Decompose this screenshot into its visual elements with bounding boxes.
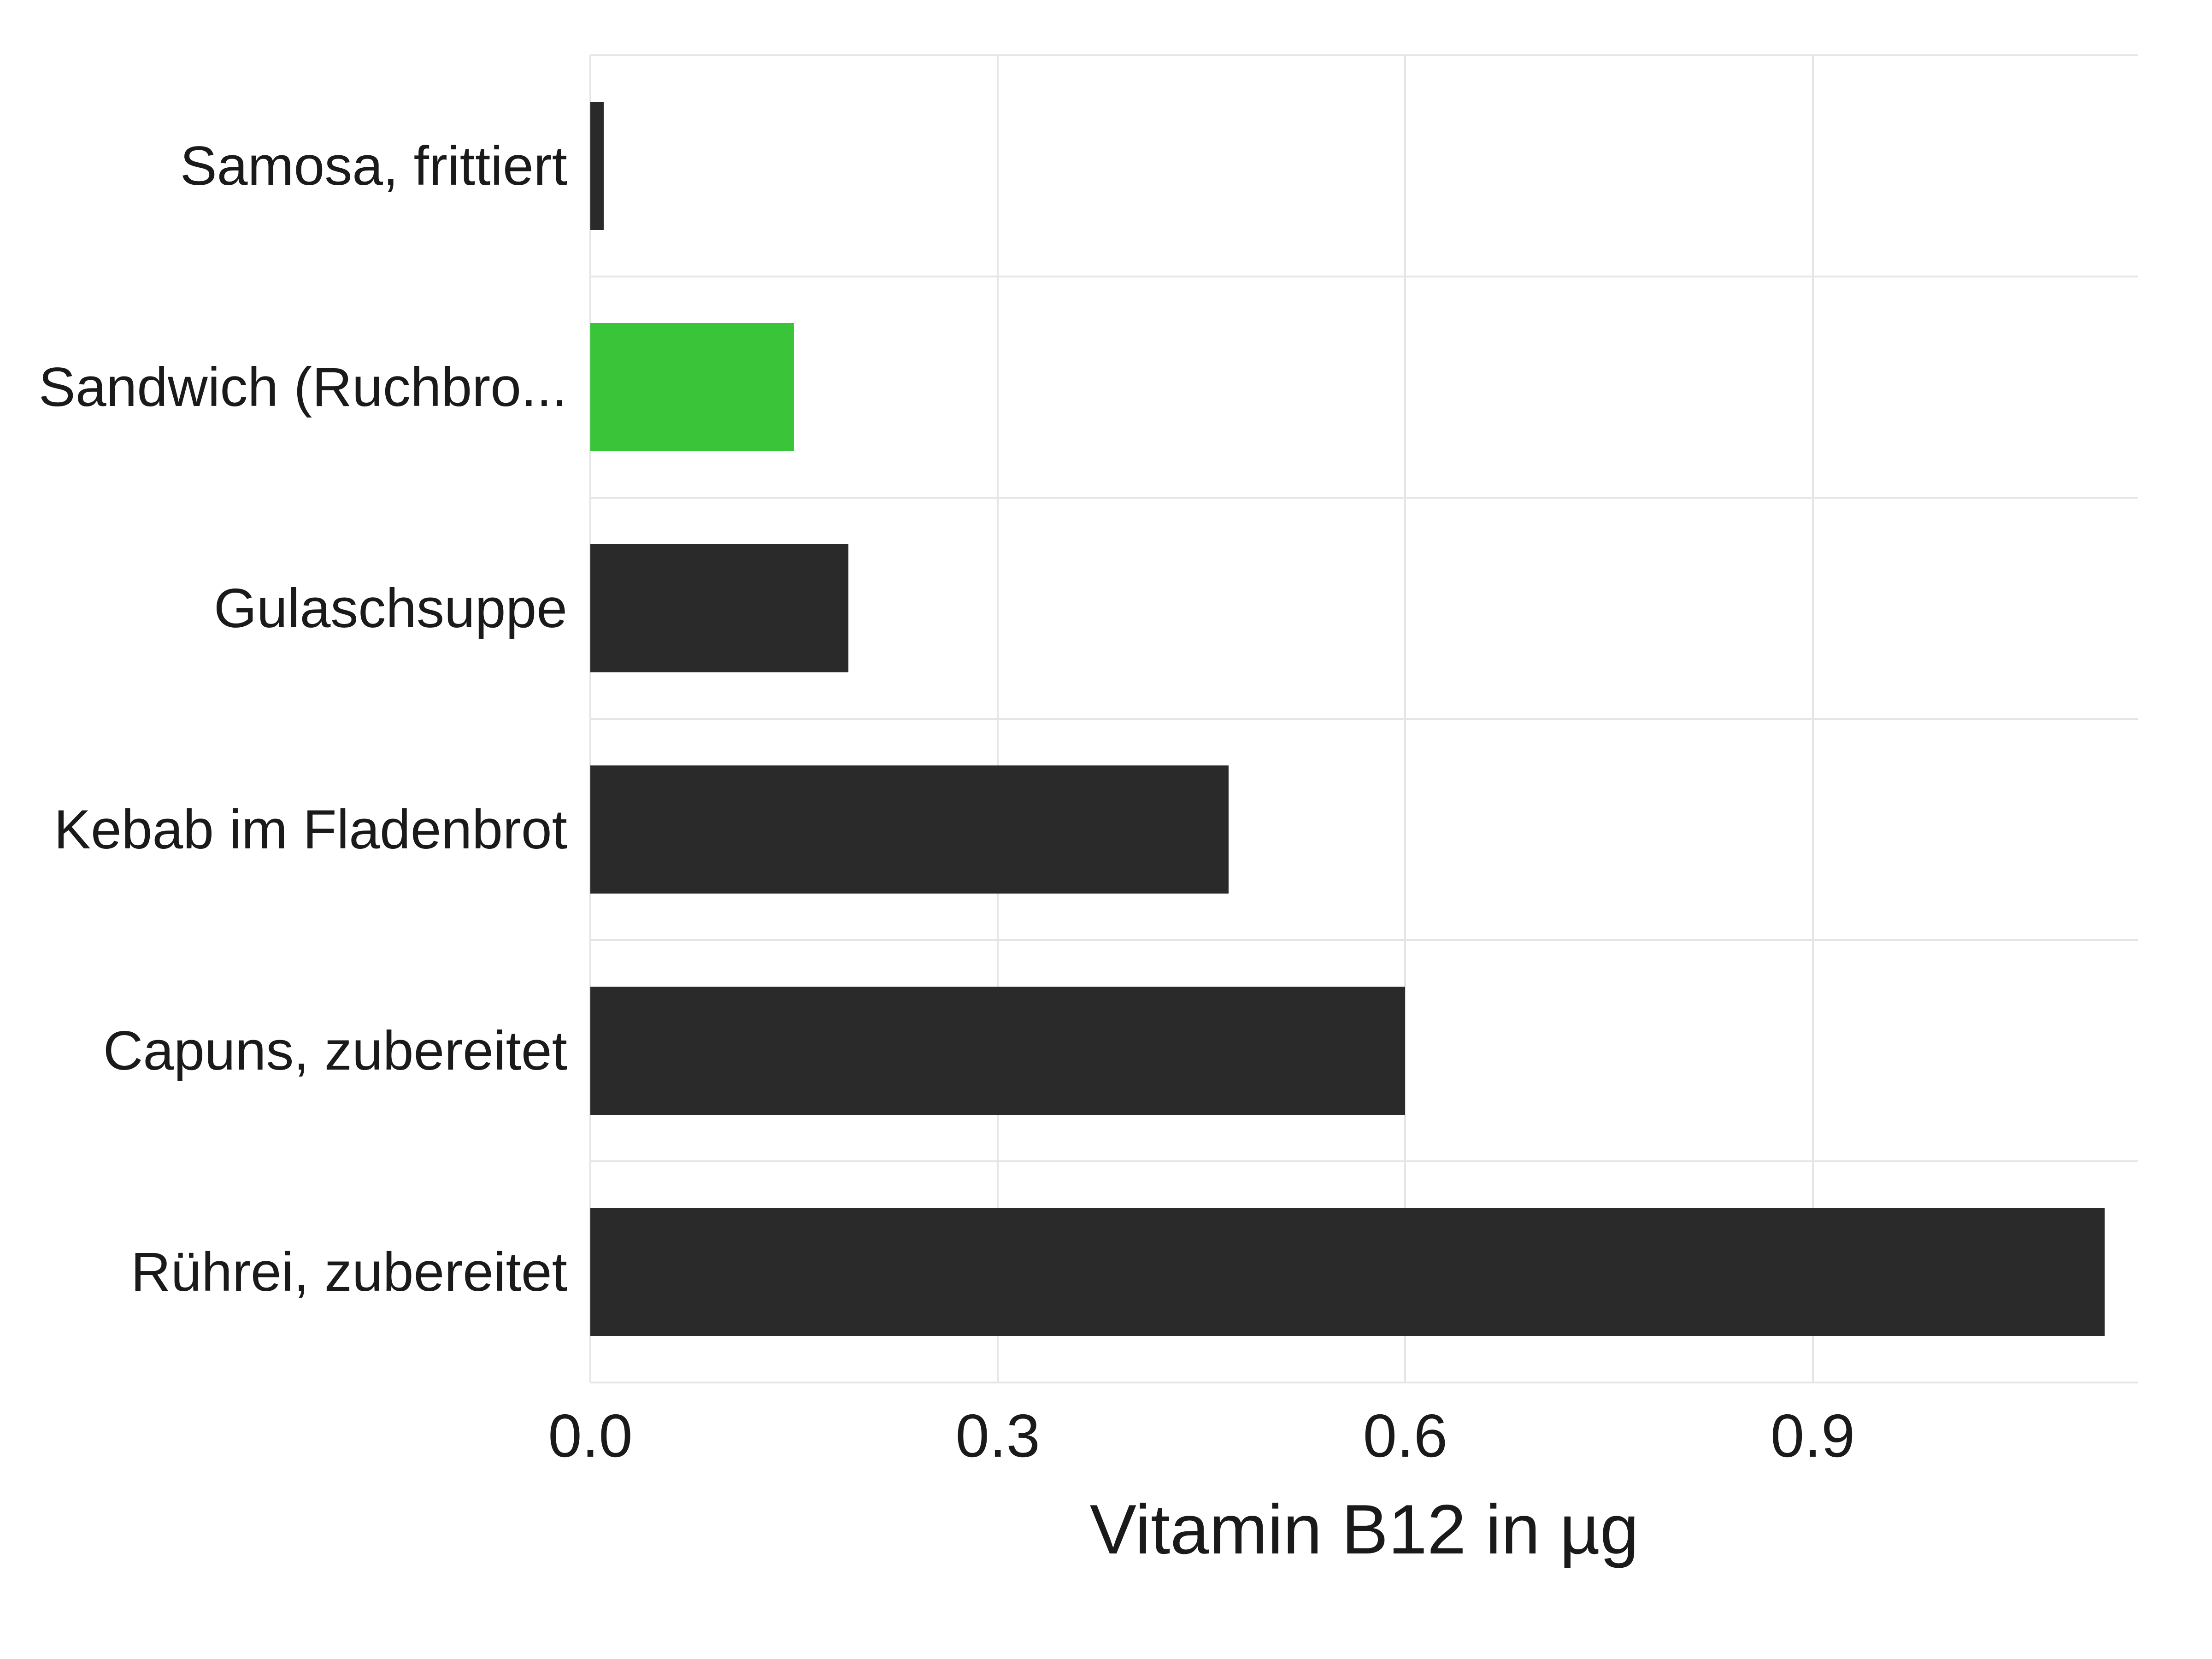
x-tick-label: 0.3 xyxy=(955,1382,1040,1471)
y-gridline xyxy=(590,276,2138,277)
y-category-label: Gulaschsuppe xyxy=(214,577,590,640)
y-gridline xyxy=(590,939,2138,941)
bar xyxy=(590,323,794,451)
bar xyxy=(590,987,1405,1115)
y-gridline xyxy=(590,1160,2138,1162)
bar xyxy=(590,102,604,230)
y-category-label: Samosa, frittiert xyxy=(180,134,590,198)
plot-area: 0.00.30.60.9Samosa, frittiertSandwich (R… xyxy=(590,55,2138,1382)
bar xyxy=(590,765,1229,894)
x-tick-label: 0.0 xyxy=(548,1382,633,1471)
y-category-label: Capuns, zubereitet xyxy=(103,1019,590,1082)
x-tick-label: 0.9 xyxy=(1771,1382,1855,1471)
bar xyxy=(590,544,848,672)
y-gridline xyxy=(590,54,2138,56)
bar xyxy=(590,1208,2105,1336)
y-category-label: Kebab im Fladenbrot xyxy=(54,798,590,861)
y-gridline xyxy=(590,718,2138,720)
y-category-label: Rührei, zubereitet xyxy=(131,1240,590,1304)
y-gridline xyxy=(590,497,2138,499)
y-category-label: Sandwich (Ruchbro... xyxy=(39,355,590,419)
x-axis-title: Vitamin B12 in µg xyxy=(1090,1382,1639,1570)
vitamin-b12-bar-chart: 0.00.30.60.9Samosa, frittiertSandwich (R… xyxy=(0,0,2212,1659)
